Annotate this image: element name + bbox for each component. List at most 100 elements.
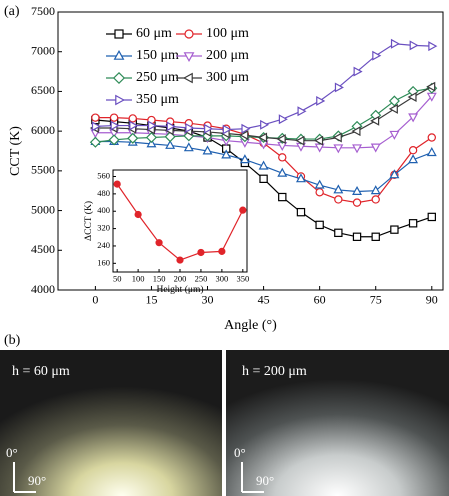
legend-label: 200 μm bbox=[206, 48, 249, 63]
marker bbox=[185, 122, 195, 133]
y-tick-label: 160 bbox=[97, 257, 110, 267]
marker bbox=[184, 29, 194, 39]
y-tick-label: 4500 bbox=[31, 242, 55, 256]
marker bbox=[426, 81, 436, 92]
marker bbox=[352, 198, 362, 207]
marker bbox=[334, 195, 343, 204]
marker bbox=[276, 134, 286, 145]
marker bbox=[166, 121, 176, 132]
photo-axis: 90° bbox=[256, 473, 274, 488]
marker bbox=[332, 132, 342, 143]
panel-label: (a) bbox=[4, 4, 20, 19]
marker bbox=[334, 82, 344, 93]
marker bbox=[127, 132, 139, 144]
marker bbox=[314, 179, 325, 189]
marker bbox=[202, 145, 213, 155]
marker bbox=[314, 135, 324, 146]
marker bbox=[221, 149, 232, 159]
marker bbox=[278, 192, 287, 202]
marker bbox=[260, 119, 270, 130]
marker bbox=[258, 160, 269, 170]
marker bbox=[315, 188, 324, 197]
marker bbox=[278, 114, 288, 125]
y-tick-label: 7000 bbox=[31, 43, 55, 57]
inset-background bbox=[113, 170, 247, 272]
marker bbox=[204, 123, 214, 134]
marker bbox=[352, 144, 363, 154]
marker bbox=[91, 121, 101, 132]
marker bbox=[183, 142, 194, 152]
legend-label: 60 μm bbox=[136, 26, 172, 41]
x-tick-label: 300 bbox=[216, 274, 229, 284]
marker bbox=[389, 130, 400, 140]
legend-label: 150 μm bbox=[136, 48, 179, 63]
marker bbox=[333, 144, 344, 154]
photo-axis: 90° bbox=[28, 473, 46, 488]
marker bbox=[165, 139, 176, 149]
marker bbox=[351, 126, 361, 137]
x-tick-label: 60 bbox=[314, 293, 326, 307]
marker bbox=[197, 248, 205, 257]
marker bbox=[129, 120, 139, 131]
marker bbox=[89, 136, 101, 148]
x-tick-label: 50 bbox=[113, 274, 122, 284]
x-tick-label: 0 bbox=[92, 293, 98, 307]
y-tick-label: 5500 bbox=[31, 163, 55, 177]
y-tick-label: 7500 bbox=[31, 4, 55, 18]
y-tick-label: 240 bbox=[97, 240, 110, 250]
marker bbox=[176, 256, 184, 264]
marker bbox=[297, 106, 307, 117]
marker bbox=[371, 232, 380, 241]
marker bbox=[222, 124, 232, 135]
marker bbox=[182, 72, 193, 84]
marker bbox=[370, 115, 380, 126]
photo-label: h = 200 μm bbox=[242, 364, 307, 379]
marker bbox=[408, 146, 418, 155]
marker bbox=[409, 40, 419, 51]
x-tick-label: 15 bbox=[145, 293, 157, 307]
plot-frame bbox=[57, 11, 444, 291]
marker bbox=[372, 50, 382, 61]
marker bbox=[390, 225, 399, 234]
marker bbox=[91, 113, 100, 122]
marker bbox=[352, 185, 363, 195]
marker bbox=[115, 94, 126, 106]
marker bbox=[388, 95, 400, 107]
panel-label: (b) bbox=[4, 333, 21, 348]
photo-label: h = 60 μm bbox=[12, 364, 70, 379]
marker bbox=[146, 138, 157, 148]
marker bbox=[428, 41, 438, 52]
marker bbox=[352, 232, 362, 241]
axis-arrows bbox=[13, 462, 264, 493]
marker bbox=[108, 134, 120, 146]
y-tick-label: 6500 bbox=[31, 83, 55, 97]
x-tick-label: 90 bbox=[426, 293, 438, 307]
marker bbox=[390, 38, 400, 49]
marker bbox=[134, 210, 142, 219]
y-axis-label: ΔCCT (K) bbox=[83, 201, 94, 241]
marker bbox=[218, 247, 226, 255]
marker bbox=[316, 95, 326, 106]
marker bbox=[258, 132, 268, 143]
marker bbox=[333, 184, 344, 194]
legend-label: 300 μm bbox=[206, 70, 249, 85]
marker bbox=[113, 180, 121, 188]
marker bbox=[128, 114, 137, 123]
marker bbox=[295, 135, 305, 146]
marker bbox=[114, 29, 124, 39]
marker bbox=[145, 131, 157, 144]
marker bbox=[239, 130, 249, 141]
marker bbox=[353, 66, 363, 77]
legend-label: 250 μm bbox=[136, 70, 179, 85]
marker bbox=[408, 113, 419, 123]
photo-axis: 0° bbox=[6, 445, 18, 460]
marker bbox=[241, 123, 251, 134]
marker bbox=[427, 133, 436, 142]
marker bbox=[408, 219, 418, 228]
y-tick-label: 4000 bbox=[31, 282, 55, 296]
x-tick-label: 75 bbox=[370, 293, 382, 307]
marker bbox=[315, 220, 324, 230]
y-tick-label: 480 bbox=[97, 188, 110, 198]
x-axis-label: Angle (°) bbox=[224, 318, 277, 333]
